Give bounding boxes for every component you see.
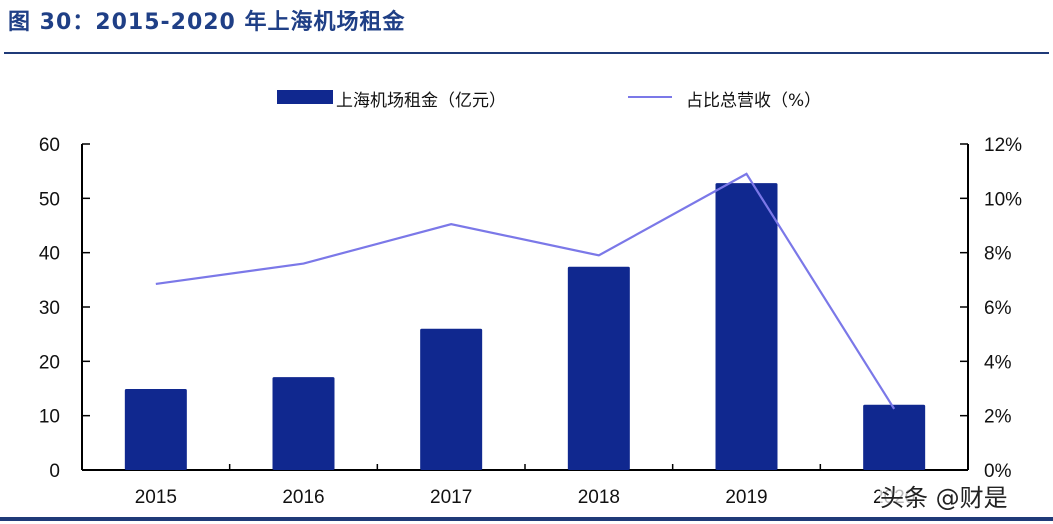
left-axis-tick-label: 60 bbox=[39, 135, 60, 156]
bar-2019 bbox=[715, 183, 778, 470]
right-axis-tick-label: 8% bbox=[984, 244, 1012, 265]
bar-2015 bbox=[124, 389, 187, 470]
right-axis-tick-label: 6% bbox=[984, 298, 1012, 319]
left-axis-tick-label: 0 bbox=[49, 461, 60, 482]
right-axis-tick-label: 12% bbox=[984, 135, 1022, 156]
x-axis-label: 2017 bbox=[430, 487, 472, 508]
watermark: 头条 @财是 bbox=[880, 478, 1008, 513]
line-series-revenue-share bbox=[155, 172, 896, 410]
legend-line-swatch bbox=[628, 96, 672, 98]
left-axis-tick-label: 10 bbox=[39, 407, 60, 428]
bar-2016 bbox=[272, 377, 335, 470]
x-axis-label: 2016 bbox=[282, 487, 324, 508]
right-axis-tick-label: 10% bbox=[984, 189, 1022, 210]
bottom-divider bbox=[0, 517, 1053, 521]
page-title: 图 30：2015-2020 年上海机场租金 bbox=[8, 10, 406, 35]
bar-2018 bbox=[567, 266, 630, 470]
right-axis-tick-label: 0% bbox=[984, 461, 1012, 482]
x-axis-label: 2018 bbox=[578, 487, 620, 508]
left-axis-tick-label: 50 bbox=[39, 189, 60, 210]
right-axis-tick-label: 4% bbox=[984, 352, 1012, 373]
left-axis-tick-label: 30 bbox=[39, 298, 60, 319]
x-axis-label: 2015 bbox=[135, 487, 177, 508]
x-axis-label: 2019 bbox=[725, 487, 767, 508]
legend-bar-swatch bbox=[277, 90, 333, 104]
legend-line-label: 占比总营收（%） bbox=[686, 91, 822, 111]
left-axis-tick-label: 40 bbox=[39, 244, 60, 265]
legend-bar-label: 上海机场租金（亿元） bbox=[336, 91, 506, 111]
bar-2017 bbox=[420, 328, 483, 470]
bar-2020 bbox=[863, 404, 926, 470]
left-axis-tick-label: 20 bbox=[39, 352, 60, 373]
title-divider bbox=[4, 52, 1049, 54]
right-axis-tick-label: 2% bbox=[984, 407, 1012, 428]
